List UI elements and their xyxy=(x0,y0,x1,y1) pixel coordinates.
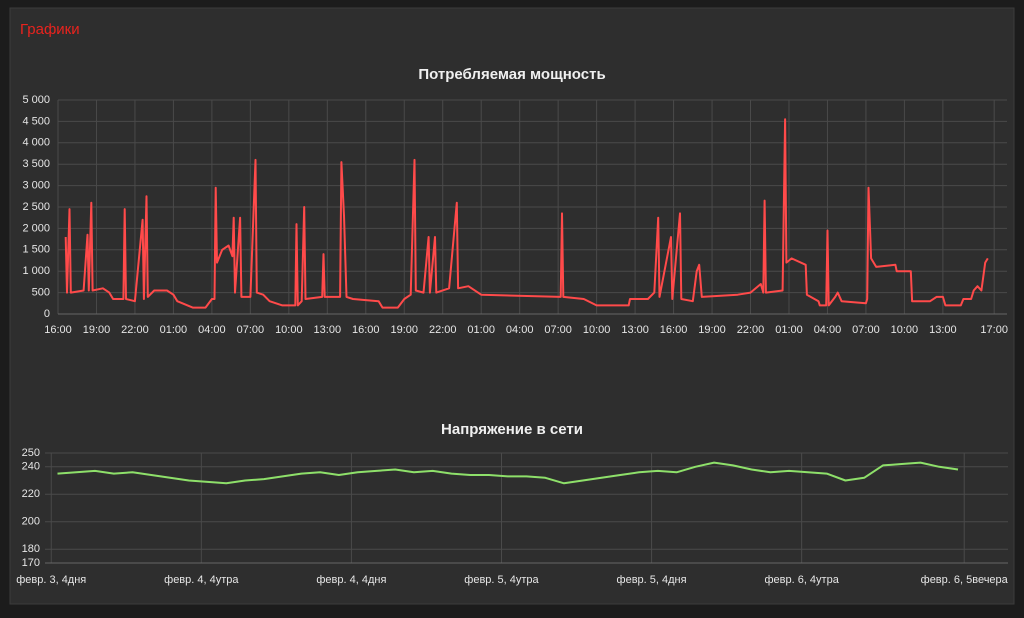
x-tick-label: 22:00 xyxy=(429,324,457,336)
y-tick-label: 2 000 xyxy=(22,222,50,234)
y-tick-label: 1 500 xyxy=(22,244,50,256)
x-tick-label: февр. 4, 4дня xyxy=(316,574,386,586)
chart-title: Напряжение в сети xyxy=(441,421,583,438)
y-tick-label: 180 xyxy=(22,543,40,555)
x-tick-label: 19:00 xyxy=(83,324,111,336)
y-tick-label: 0 xyxy=(44,308,50,320)
y-tick-label: 4 500 xyxy=(22,115,50,127)
x-tick-label: 04:00 xyxy=(198,324,226,336)
x-tick-label: февр. 4, 4утра xyxy=(164,574,239,586)
x-tick-label: 04:00 xyxy=(814,324,842,336)
y-tick-label: 170 xyxy=(22,557,40,569)
y-tick-label: 4 000 xyxy=(22,137,50,149)
y-tick-label: 2 500 xyxy=(22,201,50,213)
x-tick-label: 17:00 xyxy=(980,324,1008,336)
y-tick-label: 200 xyxy=(22,516,40,528)
x-tick-label: 10:00 xyxy=(891,324,919,336)
x-tick-label: 07:00 xyxy=(852,324,880,336)
x-tick-label: 16:00 xyxy=(352,324,380,336)
x-tick-label: 13:00 xyxy=(929,324,957,336)
x-tick-label: 16:00 xyxy=(660,324,688,336)
x-tick-label: 10:00 xyxy=(275,324,303,336)
x-tick-label: февр. 6, 4утра xyxy=(764,574,839,586)
x-tick-label: 10:00 xyxy=(583,324,611,336)
x-tick-label: 13:00 xyxy=(314,324,342,336)
x-tick-label: 07:00 xyxy=(544,324,572,336)
x-tick-label: 19:00 xyxy=(698,324,726,336)
y-tick-label: 500 xyxy=(32,287,50,299)
panel xyxy=(9,7,1015,605)
chart-title: Потребляемая мощность xyxy=(418,66,605,83)
y-tick-label: 250 xyxy=(22,447,40,459)
x-tick-label: 07:00 xyxy=(237,324,265,336)
x-tick-label: 22:00 xyxy=(121,324,149,336)
y-tick-label: 1 000 xyxy=(22,265,50,277)
x-tick-label: 22:00 xyxy=(737,324,765,336)
x-tick-label: 19:00 xyxy=(390,324,418,336)
x-tick-label: 01:00 xyxy=(160,324,188,336)
y-tick-label: 3 000 xyxy=(22,180,50,192)
y-tick-label: 5 000 xyxy=(22,94,50,106)
y-tick-label: 240 xyxy=(22,461,40,473)
page-title: Графики xyxy=(20,21,80,38)
data-line xyxy=(64,118,989,309)
y-tick-label: 3 500 xyxy=(22,158,50,170)
x-tick-label: 13:00 xyxy=(621,324,649,336)
x-tick-label: февр. 5, 4дня xyxy=(617,574,687,586)
x-tick-label: февр. 5, 4утра xyxy=(464,574,539,586)
x-tick-label: февр. 6, 5вечера xyxy=(921,574,1009,586)
x-tick-label: 01:00 xyxy=(467,324,495,336)
y-tick-label: 220 xyxy=(22,488,40,500)
x-tick-label: 01:00 xyxy=(775,324,803,336)
x-tick-label: февр. 3, 4дня xyxy=(16,574,86,586)
x-tick-label: 04:00 xyxy=(506,324,534,336)
x-tick-label: 16:00 xyxy=(44,324,72,336)
data-line xyxy=(57,461,959,485)
